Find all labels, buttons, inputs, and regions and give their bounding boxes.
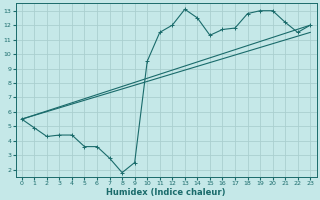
X-axis label: Humidex (Indice chaleur): Humidex (Indice chaleur) [106,188,226,197]
